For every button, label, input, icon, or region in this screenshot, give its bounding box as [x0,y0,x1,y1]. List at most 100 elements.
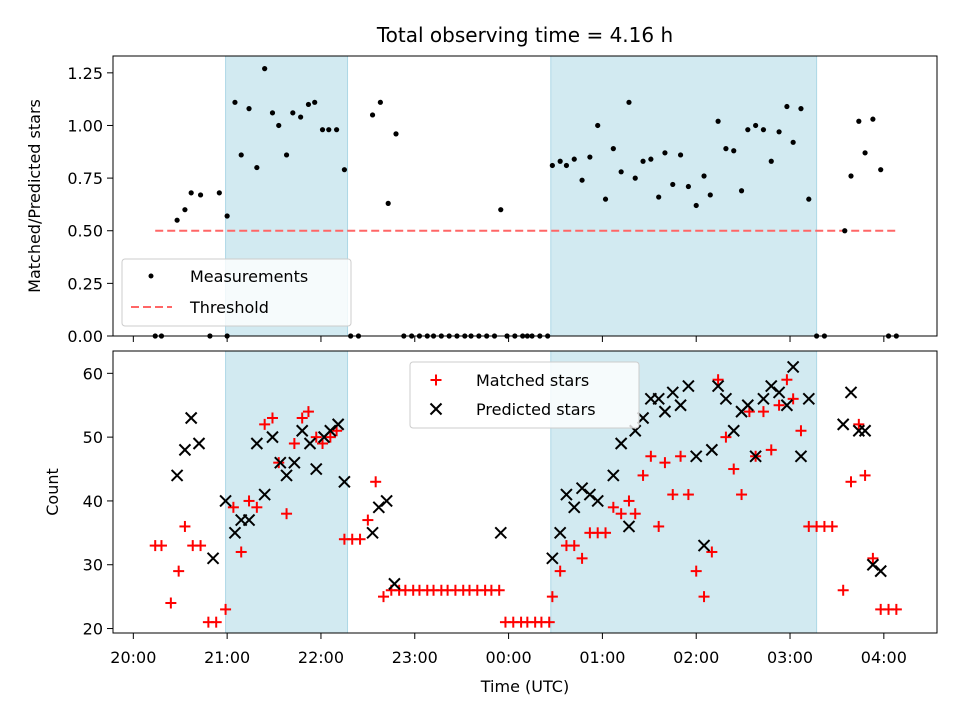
measurement-point [571,156,577,162]
top-y-tick-label: 1.00 [67,116,103,135]
predicted-star-point [288,456,301,469]
cross-b [295,424,309,437]
measurement-point [498,207,504,213]
predicted-star-points [170,360,887,591]
cross-b [741,399,755,412]
predicted-star-point [711,379,725,393]
cross-b [705,443,719,457]
top-legend-box [121,258,352,327]
predicted-star-point [568,501,581,514]
measurement-point [870,116,876,122]
matched-star-point [720,431,732,443]
measurement-point [618,169,624,175]
cross-b [170,469,184,482]
measurement-point [701,173,707,179]
matched-star-point [296,412,308,424]
cross-b [324,424,337,437]
cross-b [331,418,345,431]
cross-b [658,405,672,418]
cross-b [258,488,271,501]
predicted-star-point [844,386,858,399]
measurement-point [254,164,260,171]
bottom-x-ticks: 20:00 21:00 22:00 23:00 00:00 01:00 02:00 03:00… [110,633,907,667]
legend-plus-marker [430,374,442,386]
matched-star-point [165,597,177,609]
measurement-point [290,110,296,116]
predicted-star-point [614,437,628,450]
legend-label-predicted: Predicted stars [476,400,596,419]
x-tick-label: 03:00 [767,648,813,667]
measurement-point [784,103,790,110]
measurement-point [369,112,376,118]
matched-star-point [370,476,382,488]
cross-b [844,386,858,399]
matched-star-point [546,591,558,603]
matched-star-point [173,565,185,577]
bottom-axes-frame [112,350,938,634]
bottom-legend-box [409,361,640,429]
predicted-star-point [652,392,665,406]
cross-b [242,513,256,527]
cross-b [266,430,279,444]
x-tick-label: 21:00 [204,648,250,667]
top-y-ticks: 0.00 0.25 0.50 0.75 1.00 1.25 [67,64,113,346]
predicted-star-point [338,475,351,488]
predicted-star-point [331,418,345,431]
predicted-star-point [178,443,192,457]
cross-b [719,392,733,406]
legend-marker-predicted [429,402,443,416]
measurement-point [232,99,238,105]
x-tick-label: 01:00 [579,648,625,667]
x-axis-label: Time (UTC) [480,677,569,696]
matched-star-points [149,374,902,628]
matched-star-point [324,431,336,443]
predicted-star-point [622,520,636,533]
x-tick-label: 02:00 [673,648,719,667]
measurement-point [798,106,804,112]
measurement-point [305,101,312,108]
matched-star-point [659,457,671,469]
predicted-star-point [380,494,393,508]
matched-star-point [853,418,865,430]
matched-star-point [281,508,293,520]
cross-b [786,360,800,374]
measurement-point [312,99,318,105]
predicted-star-point [266,430,279,444]
measurement-point [587,154,593,160]
matched-star-point [712,374,724,386]
measurement-point [563,162,570,169]
matched-star-point [302,406,314,418]
bottom-y-tick-label: 30 [83,556,103,575]
measurement-point [856,118,862,124]
bottom-y-tick-label: 40 [83,492,103,511]
predicted-star-point [494,526,507,540]
x-tick-label: 04:00 [861,648,907,667]
predicted-star-point [388,577,401,591]
matched-star-point [220,603,232,615]
matched-star-point [795,425,807,437]
matched-star-point [787,393,799,405]
measurement-point [602,196,609,202]
cross-b [836,418,850,431]
predicted-star-point [258,488,271,501]
legend-marker-measurements [148,273,154,279]
matched-star-point [235,546,247,558]
predicted-star-point [786,360,800,374]
predicted-star-point [705,443,719,457]
predicted-star-point [372,501,386,514]
cross-b [568,501,581,514]
predicted-star-point [219,494,232,508]
predicted-star-point [192,437,206,450]
matched-star-point [615,508,627,520]
predicted-star-point [666,386,679,399]
measurement-point [842,228,848,234]
top-shaded-interval-1 [550,55,818,337]
matched-star-point [195,540,207,552]
top-y-tick-label: 0.00 [67,327,103,346]
measurement-point [648,156,654,162]
matched-star-point [826,520,838,532]
matched-star-point [179,520,191,532]
cross-b [765,379,778,393]
matched-star-point [698,591,710,603]
